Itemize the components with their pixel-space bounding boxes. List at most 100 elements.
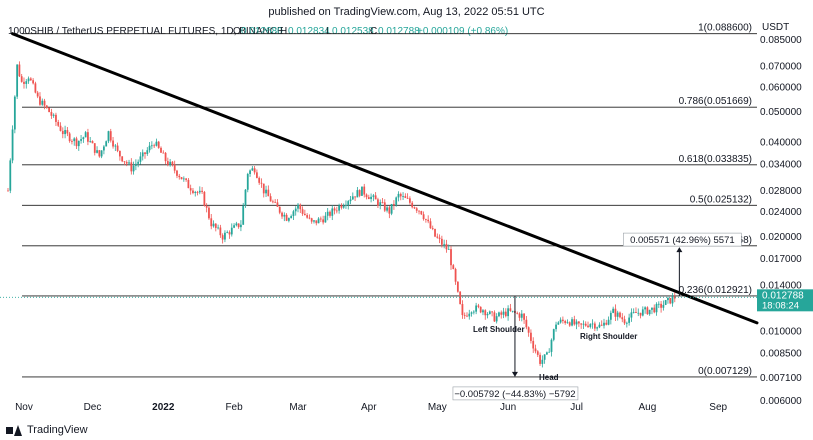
candle-body — [178, 175, 181, 178]
candle-body — [422, 214, 425, 220]
candle-body — [527, 327, 530, 333]
candle-body — [260, 182, 263, 184]
fibonacci-levels: 1(0.088600) 0.786(0.051669) 0.618(0.033835… — [22, 23, 757, 378]
candle-body — [525, 319, 528, 328]
candle-body — [130, 162, 133, 172]
footer-brand-text: TradingView — [27, 424, 88, 436]
candle-body — [333, 208, 336, 211]
candle-body — [64, 130, 66, 135]
candle-body — [105, 141, 108, 147]
candle-body — [637, 312, 640, 314]
x-tick-label: Dec — [84, 402, 102, 413]
candle-body — [365, 194, 368, 198]
candle-body — [91, 141, 94, 144]
candle-body — [603, 322, 605, 326]
candle-body — [431, 228, 434, 229]
candle-body — [319, 218, 322, 220]
candle-body — [112, 140, 114, 147]
candle-body — [214, 223, 217, 228]
candle-body — [7, 190, 9, 192]
candle-body — [596, 327, 599, 329]
candle-body — [427, 219, 430, 222]
candle-body — [500, 312, 503, 315]
candle-body — [434, 228, 436, 237]
candle-body — [577, 321, 580, 324]
candle-body — [331, 208, 334, 216]
candle-body — [539, 354, 541, 364]
candle-body — [57, 121, 60, 126]
candle-body — [386, 207, 388, 211]
candle-body — [82, 137, 85, 140]
candle-body — [171, 161, 174, 165]
candle-body — [276, 202, 279, 207]
y-tick-label: 0.020000 — [760, 232, 802, 243]
candle-body — [564, 321, 567, 324]
candle-body — [208, 207, 210, 219]
open-label: O — [233, 26, 241, 37]
candle-body — [322, 219, 325, 223]
candle-body — [251, 168, 254, 171]
candle-body — [150, 145, 153, 147]
candle-body — [16, 64, 19, 97]
candle-body — [246, 173, 249, 190]
candle-body — [367, 197, 370, 200]
candle-body — [651, 307, 653, 310]
candle-body — [77, 140, 80, 147]
close-value: 0.012788 — [378, 26, 420, 37]
candle-body — [609, 312, 612, 320]
candle-body — [98, 150, 101, 157]
candle-body — [25, 81, 28, 84]
candle-body — [468, 313, 471, 317]
chart-header: 1000SHIB / TetherUS PERPETUAL FUTURES, 1… — [8, 26, 508, 37]
candle-body — [237, 223, 240, 228]
candle-body — [182, 178, 185, 180]
candle-body — [198, 190, 201, 193]
candle-body — [160, 147, 162, 153]
candle-body — [329, 211, 331, 216]
candle-body — [39, 96, 41, 105]
candle-body — [157, 141, 160, 148]
candle-body — [568, 322, 571, 326]
candle-body — [415, 208, 418, 211]
candle-body — [635, 311, 637, 313]
candle-body — [655, 303, 658, 313]
candle-body — [274, 201, 277, 203]
candle-body — [388, 207, 391, 214]
y-tick-label: 0.007100 — [760, 373, 802, 384]
candle-body — [285, 214, 288, 221]
candle-body — [290, 216, 293, 219]
annotations: 0.005571 (42.96%) 5571 −0.005792 (−44.83%… — [452, 232, 742, 401]
candle-body — [71, 141, 73, 142]
candle-body — [657, 303, 660, 305]
candle-body — [543, 354, 546, 360]
candle-body — [61, 130, 64, 135]
candle-body — [605, 322, 608, 325]
candle-body — [93, 143, 96, 153]
candle-body — [486, 313, 489, 316]
candle-body — [461, 304, 464, 316]
candle-body — [559, 319, 562, 323]
depth-label-box — [452, 386, 579, 401]
candle-body — [303, 213, 306, 216]
candle-body — [340, 205, 343, 208]
candle-body — [664, 300, 667, 305]
candle-body — [488, 311, 491, 314]
candle-body — [128, 162, 130, 164]
x-tick-label: May — [428, 402, 447, 413]
candle-body — [409, 198, 411, 203]
current-price-countdown: 18:08:24 — [762, 300, 799, 311]
y-tick-label: 0.028000 — [760, 186, 802, 197]
candle-body — [573, 319, 576, 325]
candle-body — [192, 190, 194, 193]
candle-body — [406, 197, 409, 199]
candle-body — [313, 220, 315, 222]
candle-body — [32, 80, 35, 84]
candle-body — [593, 323, 596, 329]
candle-body — [301, 209, 304, 214]
candle-body — [459, 291, 462, 305]
y-tick-label: 0.085000 — [760, 35, 802, 46]
candle-body — [194, 191, 197, 193]
candle-body — [436, 236, 439, 238]
candle-body — [580, 323, 583, 325]
